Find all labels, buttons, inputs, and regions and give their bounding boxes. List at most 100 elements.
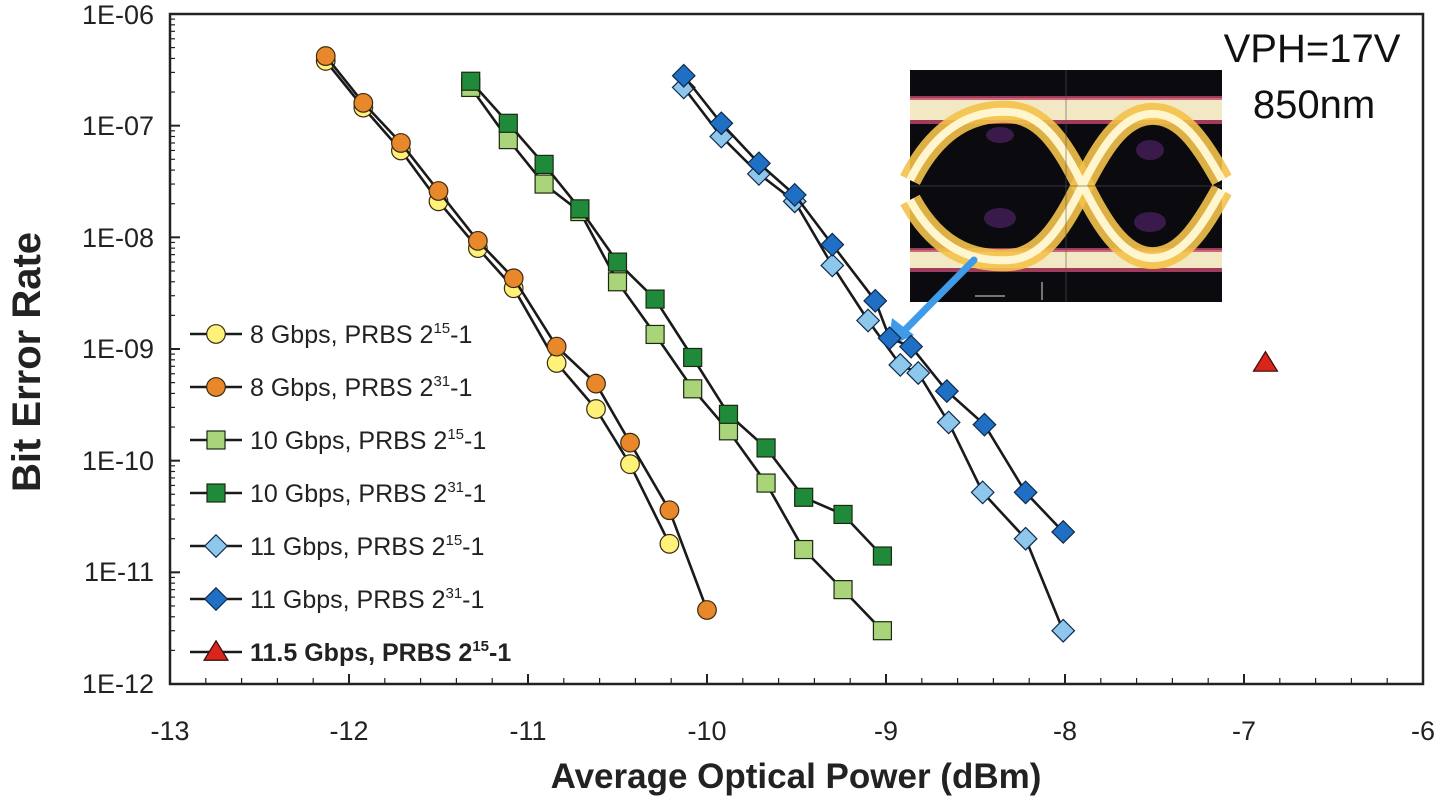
data-point — [718, 421, 739, 441]
data-point — [709, 111, 734, 136]
x-tick-label: -10 — [687, 716, 726, 746]
y-tick-label: 1E-07 — [82, 111, 154, 141]
data-point — [756, 438, 776, 458]
legend-label: 8 Gbps, PRBS 215-1 — [250, 320, 472, 349]
legend-marker — [203, 533, 229, 559]
series-line — [682, 74, 1065, 533]
legend-label: 10 Gbps, PRBS 231-1 — [250, 479, 486, 508]
data-point — [820, 253, 845, 278]
legend-entry: 8 Gbps, PRBS 215-1 — [190, 320, 472, 349]
data-point — [936, 410, 961, 435]
x-tick-label: -8 — [1053, 716, 1077, 746]
data-point — [1013, 526, 1038, 551]
data-point — [546, 336, 567, 357]
data-point — [856, 308, 881, 333]
data-point — [872, 621, 893, 641]
legend-entry: 11 Gbps, PRBS 215-1 — [190, 532, 484, 561]
x-tick-label: -6 — [1411, 716, 1435, 746]
data-point — [353, 92, 374, 113]
data-point — [620, 454, 640, 475]
data-point — [697, 600, 717, 620]
y-tick-label: 1E-10 — [82, 446, 154, 476]
data-point — [833, 504, 853, 525]
y-tick-labels: 1E-12 1E-11 1E-10 1E-09 1E-08 1E-07 1E-0… — [82, 0, 154, 699]
data-point — [1252, 350, 1279, 372]
data-point — [659, 533, 680, 554]
legend: 8 Gbps, PRBS 215-1 8 Gbps, PRBS 231-1 10 G… — [190, 320, 511, 667]
series-line — [324, 60, 671, 545]
eye-diagram-inset — [900, 70, 1232, 302]
data-point — [391, 133, 411, 153]
data-point — [888, 352, 913, 378]
legend-marker — [206, 324, 226, 344]
data-point — [934, 378, 959, 404]
data-point — [683, 347, 703, 368]
ticks-layer — [169, 13, 1424, 685]
legend-label: 8 Gbps, PRBS 231-1 — [250, 373, 472, 402]
data-point — [898, 334, 924, 359]
legend-entry: 8 Gbps, PRBS 231-1 — [190, 373, 472, 402]
data-point — [645, 289, 665, 309]
data-point — [906, 360, 931, 386]
data-point — [570, 199, 590, 219]
data-point — [467, 230, 488, 251]
data-point — [756, 473, 776, 493]
legend-label: 11 Gbps, PRBS 215-1 — [250, 532, 484, 561]
legend-marker — [203, 586, 229, 612]
data-point — [877, 326, 902, 351]
legend-entry: 10 Gbps, PRBS 215-1 — [190, 426, 486, 455]
y-axis-title: Bit Error Rate — [5, 232, 49, 492]
legend-entry: 10 Gbps, PRBS 231-1 — [190, 479, 486, 508]
data-point — [607, 252, 628, 272]
series-layer — [315, 46, 1279, 643]
data-point — [782, 182, 807, 207]
y-tick-label: 1E-08 — [82, 223, 154, 253]
data-point — [972, 412, 997, 437]
y-tick-label: 1E-06 — [82, 0, 154, 30]
series-2 — [315, 46, 717, 620]
legend-label: 10 Gbps, PRBS 215-1 — [250, 426, 486, 455]
data-point — [794, 487, 814, 507]
data-point — [498, 113, 518, 133]
data-point — [607, 272, 628, 292]
data-point — [428, 181, 449, 201]
data-point — [645, 324, 665, 345]
data-point — [315, 46, 336, 66]
data-point — [671, 63, 696, 88]
legend-marker — [206, 483, 226, 503]
data-point — [746, 151, 772, 176]
y-tick-label: 1E-12 — [82, 669, 154, 699]
x-tick-label: -13 — [150, 716, 189, 746]
data-point — [586, 373, 606, 394]
data-point — [833, 580, 853, 600]
legend-marker — [202, 639, 230, 661]
legend-marker — [206, 377, 226, 397]
data-point — [683, 379, 703, 399]
data-point — [794, 539, 814, 560]
data-point — [586, 399, 606, 419]
data-point — [1051, 519, 1076, 545]
x-tick-label: -9 — [874, 716, 898, 746]
legend-label: 11 Gbps, PRBS 231-1 — [250, 585, 484, 614]
data-point — [1051, 618, 1076, 643]
x-tick-label: -12 — [329, 716, 368, 746]
data-point — [970, 480, 995, 505]
x-tick-labels: -13 -12 -11 -10 -9 -8 -7 -6 — [150, 716, 1435, 746]
data-point — [1013, 480, 1038, 505]
data-point — [534, 154, 554, 174]
data-point — [503, 268, 524, 289]
data-point — [534, 174, 554, 194]
legend-marker — [206, 430, 226, 450]
x-tick-label: -11 — [509, 716, 546, 746]
annotation-line-1: VPH=17V — [1224, 27, 1401, 71]
data-point — [620, 432, 640, 453]
y-tick-label: 1E-11 — [84, 557, 154, 587]
series-6 — [671, 63, 1076, 545]
data-point — [718, 404, 739, 424]
series-4 — [461, 71, 893, 566]
series-7 — [1252, 350, 1279, 372]
annotation-line-2: 850nm — [1253, 83, 1375, 127]
y-tick-label: 1E-09 — [82, 334, 154, 364]
data-point — [863, 288, 888, 313]
x-tick-label: -7 — [1232, 716, 1256, 746]
